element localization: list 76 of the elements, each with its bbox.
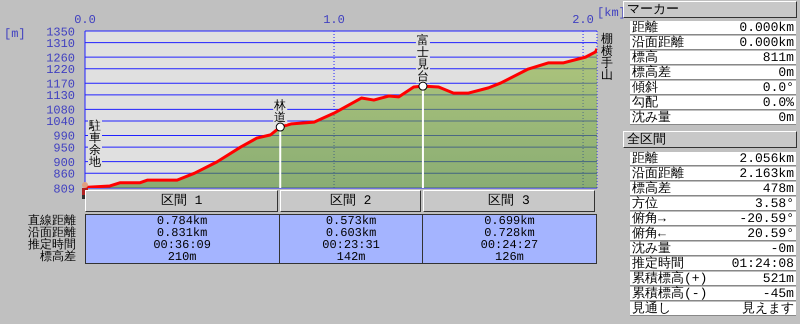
y-axis-title: [m] — [4, 27, 26, 41]
y-tick-label: 1130 — [46, 89, 75, 104]
text: 0.784km — [156, 214, 208, 228]
text: 沈み量 — [632, 110, 671, 125]
text: 0m — [778, 110, 794, 125]
text: 累積標高(+) — [632, 271, 708, 286]
y-tick-label: 900 — [53, 156, 75, 170]
text: 0m — [778, 65, 794, 80]
text: 沿面距離 — [632, 166, 684, 181]
text: 標高差 — [632, 65, 671, 80]
text: 0.0° — [762, 80, 794, 95]
text: 0.699km — [483, 214, 536, 228]
y-tick-label: 809 — [53, 182, 75, 196]
text: 方位 — [632, 196, 658, 211]
text: 累積標高(-) — [632, 286, 708, 301]
y-tick-label: 1170 — [46, 77, 75, 92]
text: 全区間 — [623, 131, 797, 148]
text: 2.056km — [739, 151, 794, 166]
text: 00:23:31 — [321, 238, 381, 252]
text: 推定時間 — [632, 256, 684, 271]
text: 0.831km — [156, 226, 208, 240]
text: 20.59° — [747, 226, 794, 241]
text: 0.000km — [739, 35, 794, 50]
text: -45m — [762, 286, 794, 301]
text: 区間 3 — [422, 190, 595, 212]
text: 区間 1 — [85, 190, 278, 212]
x-tick-label: 0.0 — [74, 13, 96, 27]
text: 0.573km — [324, 214, 378, 228]
text: 距離 — [632, 151, 658, 166]
y-tick-label: 1260 — [46, 51, 75, 66]
text: 2.163km — [739, 166, 794, 181]
text: 0.000km — [739, 20, 794, 35]
text: 沿面距離 — [632, 35, 684, 50]
y-tick-label: 990 — [53, 130, 75, 144]
text: 811m — [762, 50, 794, 65]
text: 標高差 — [632, 181, 671, 196]
text: 見通し — [632, 301, 671, 316]
text: 0.0% — [762, 95, 794, 110]
text: 126m — [494, 250, 525, 264]
text: 距離 — [632, 20, 658, 35]
y-tick-label: 1080 — [46, 104, 75, 118]
text: 521m — [762, 271, 794, 286]
y-tick-label: 1220 — [46, 62, 75, 77]
text: 0.603km — [324, 226, 378, 240]
text: 区間 2 — [280, 190, 421, 212]
text: 00:24:27 — [480, 238, 540, 252]
text: 478m — [762, 181, 794, 196]
text: 俯角→ — [632, 211, 666, 226]
text: 01:24:08 — [732, 256, 794, 271]
x-tick-label: 2.0 — [572, 13, 594, 27]
text: -0m — [770, 241, 794, 256]
text: 3.58° — [754, 196, 794, 211]
ref-line-label: 林道 — [273, 99, 286, 126]
text: 俯角← — [632, 226, 666, 241]
annotation: 棚横手山 — [601, 32, 613, 83]
text: 傾斜 — [632, 80, 658, 95]
y-tick-label: 950 — [53, 141, 75, 156]
y-tick-label: 1350 — [46, 25, 75, 40]
text: 210m — [166, 250, 198, 264]
y-tick-label: 1040 — [46, 115, 75, 130]
text: 勾配 — [632, 95, 658, 110]
text: 標高差 — [40, 250, 76, 264]
text: 見えます — [742, 301, 794, 316]
ref-line-label: 富士見台 — [416, 33, 429, 84]
text: マーカー — [627, 2, 679, 17]
text: 142m — [336, 250, 366, 264]
text: 沈み量 — [632, 241, 671, 256]
text: -20.59° — [739, 211, 794, 226]
text: 直線距離 — [28, 214, 76, 228]
text: 00:36:09 — [152, 238, 212, 252]
y-tick-label: 860 — [53, 167, 75, 182]
text: 0.728km — [483, 226, 536, 240]
x-tick-label: 1.0 — [323, 13, 345, 27]
annotation: 駐車余地 — [88, 118, 101, 170]
y-tick-label: 1310 — [46, 36, 75, 51]
text: 標高 — [632, 50, 658, 65]
